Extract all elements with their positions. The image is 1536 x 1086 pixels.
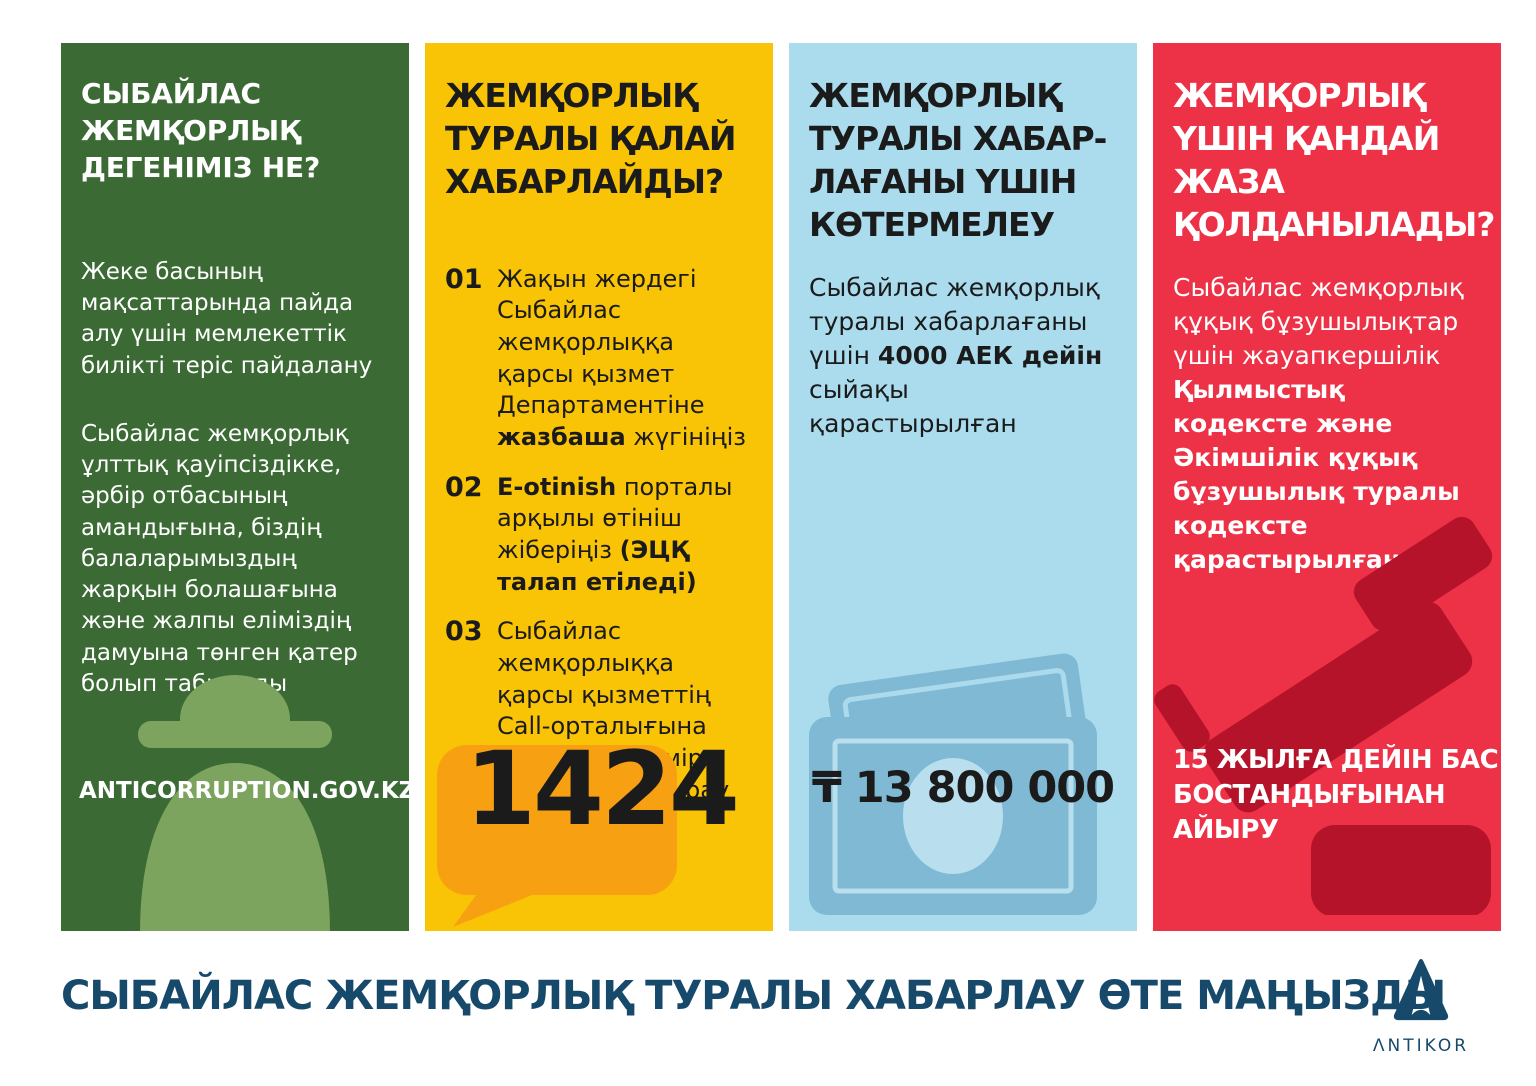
call-center-number: 1424 [465,730,740,849]
reward-amount: ₸ 13 800 000 [811,763,1115,813]
gavel-icon [1154,516,1493,915]
website-link[interactable]: ANTICORRUPTION.GOV.KZ [79,778,409,804]
speech-bubble-icon [437,745,677,927]
antikor-logo-icon [1393,959,1449,1021]
step-text: E-otinish порталы арқылы өтініш жіберіңі… [497,472,733,596]
punishment-title: ЖЕМҚОРЛЫҚ ҮШІН ҚАНДАЙ ЖАЗА ҚОЛДАНЫЛАДЫ? [1173,76,1495,244]
punishment-text: Сыбайлас жемқорлық құқық бұзушылықтар үш… [1173,272,1465,574]
footer-slogan: СЫБАЙЛАС ЖЕМҚОРЛЫҚ ТУРАЛЫ ХАБАРЛАУ ӨТЕ М… [61,973,1446,1019]
reporting-step-2: 02 E-otinish порталы арқылы өтініш жібер… [445,472,753,599]
definition-text: Жеке басының мақсаттарында пайда алу үші… [81,258,373,379]
column-reward: ЖЕМҚОРЛЫҚ ТУРАЛЫ ХАБАР- ЛАҒАНЫ ҮШІН КӨТЕ… [789,43,1137,931]
banknote-icon [809,653,1097,915]
reporting-title: ЖЕМҚОРЛЫҚ ТУРАЛЫ ҚАЛАЙ ХАБАРЛАЙДЫ? [445,76,736,201]
antikor-logo: ΛNTIKOR [1356,955,1486,1056]
step-number: 01 [445,263,483,295]
step-number: 02 [445,471,483,503]
reward-title: ЖЕМҚОРЛЫҚ ТУРАЛЫ ХАБАР- ЛАҒАНЫ ҮШІН КӨТЕ… [809,76,1107,244]
spy-icon [138,675,332,931]
columns-row: СЫБАЙЛАС ЖЕМҚОРЛЫҚ ДЕГЕНІМІЗ НЕ? Жеке ба… [61,43,1501,931]
threat-text: Сыбайлас жемқорлық ұлттық қауіпсіздікке,… [81,420,358,697]
footer: СЫБАЙЛАС ЖЕМҚОРЛЫҚ ТУРАЛЫ ХАБАРЛАУ ӨТЕ М… [0,931,1536,1086]
step-text: Жақын жердегі Сыбайлас жемқорлыққа қарсы… [497,264,747,452]
step-number: 03 [445,616,483,648]
reporting-step-1: 01 Жақын жердегі Сыбайлас жемқорлыққа қа… [445,264,753,454]
column-punishment: ЖЕМҚОРЛЫҚ ҮШІН ҚАНДАЙ ЖАЗА ҚОЛДАНЫЛАДЫ? … [1153,43,1501,931]
definition-title: СЫБАЙЛАС ЖЕМҚОРЛЫҚ ДЕГЕНІМІЗ НЕ? [81,77,321,185]
column-definition: СЫБАЙЛАС ЖЕМҚОРЛЫҚ ДЕГЕНІМІЗ НЕ? Жеке ба… [61,43,409,931]
prison-term-text: 15 ЖЫЛҒА ДЕЙІН БАС БОСТАНДЫҒЫНАН АЙЫРУ [1173,745,1499,846]
column-reporting: ЖЕМҚОРЛЫҚ ТУРАЛЫ ҚАЛАЙ ХАБАРЛАЙДЫ? 01 Жа… [425,43,773,931]
reward-text: Сыбайлас жемқорлық туралы хабарлағаны үш… [809,272,1103,438]
antikor-logo-text: ΛNTIKOR [1372,1036,1470,1056]
